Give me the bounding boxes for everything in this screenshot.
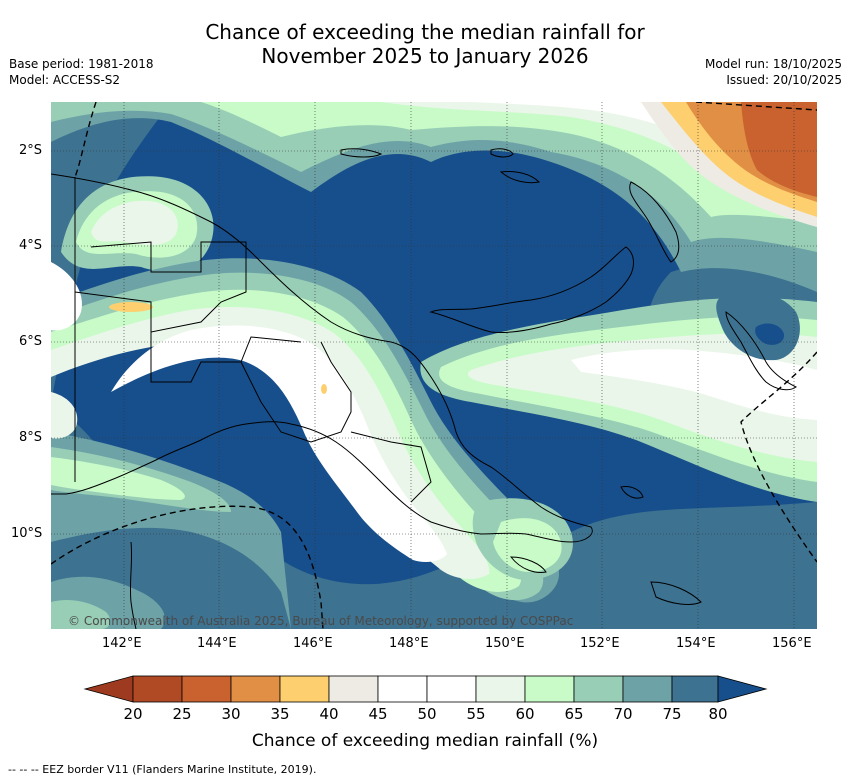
lon-label-148e: 148°E bbox=[389, 636, 429, 651]
lon-label-156e: 156°E bbox=[772, 636, 812, 651]
gridlines bbox=[51, 102, 817, 629]
colorbar-segment-30-35 bbox=[230, 675, 281, 703]
colorbar-segment-75-80 bbox=[671, 675, 719, 703]
lon-label-150e: 150°E bbox=[485, 636, 525, 651]
lon-label-142e: 142°E bbox=[102, 636, 142, 651]
colorbar-label-40: 40 bbox=[319, 705, 339, 723]
contour-25-ne bbox=[741, 102, 817, 197]
colorbar-label-65: 65 bbox=[564, 705, 584, 723]
coastline-islands-north bbox=[340, 148, 383, 158]
colorbar-label-45: 45 bbox=[368, 705, 388, 723]
eez-borders bbox=[51, 102, 817, 629]
issued-label: Issued: 20/10/2025 bbox=[726, 73, 842, 87]
colorbar-arrow-high bbox=[717, 675, 768, 703]
coastline-islands-north-2 bbox=[499, 171, 541, 184]
colorbar-label-75: 75 bbox=[662, 705, 682, 723]
model-label: Model: ACCESS-S2 bbox=[9, 73, 121, 87]
contour-65-sw-corner bbox=[51, 600, 111, 629]
colorbar-segment-20-25 bbox=[132, 675, 183, 703]
lat-label-6s: 6°S bbox=[19, 334, 43, 349]
colorbar-segment-40-45 bbox=[328, 675, 379, 703]
eez-border-south bbox=[51, 505, 324, 629]
contour-80-bismarck-east bbox=[755, 323, 785, 345]
colorbar-label-70: 70 bbox=[613, 705, 633, 723]
province-border-2 bbox=[74, 291, 152, 382]
coastline-manus bbox=[490, 148, 514, 158]
contour-75-west bbox=[51, 102, 171, 402]
coastline-cape-york bbox=[129, 541, 137, 629]
colorbar-label-20: 20 bbox=[123, 705, 143, 723]
contour-35-spot-central bbox=[321, 384, 327, 394]
coastline-islands-se-1 bbox=[620, 486, 644, 499]
colorbar-label-80: 80 bbox=[708, 705, 728, 723]
colorbar-title: Chance of exceeding median rainfall (%) bbox=[251, 731, 599, 751]
colorbar-label-60: 60 bbox=[515, 705, 535, 723]
contour-55-west-mid bbox=[51, 392, 78, 439]
base-period-label: Base period: 1981-2018 bbox=[9, 57, 154, 71]
province-border-1 bbox=[90, 241, 302, 383]
colorbar-segment-45-50 bbox=[377, 675, 428, 703]
colorbar bbox=[83, 675, 768, 703]
coastline-new-britain bbox=[429, 246, 634, 333]
colorbar-segment-35-40 bbox=[279, 675, 330, 703]
eez-border-north bbox=[695, 102, 817, 111]
eez-border-nw bbox=[74, 102, 97, 178]
contour-55-west bbox=[91, 200, 178, 246]
province-border-3 bbox=[240, 341, 352, 443]
chart-title-line1: Chance of exceeding the median rainfall … bbox=[205, 20, 645, 44]
colorbar-label-55: 55 bbox=[466, 705, 486, 723]
colorbar-arrow-low bbox=[83, 675, 134, 703]
colorbar-segment-55-60 bbox=[475, 675, 526, 703]
colorbar-label-30: 30 bbox=[221, 705, 241, 723]
colorbar-segment-70-75 bbox=[622, 675, 673, 703]
colorbar-segment-50-55 bbox=[426, 675, 477, 703]
colorbar-segment-60-65 bbox=[524, 675, 575, 703]
contour-60-south bbox=[493, 518, 562, 572]
chart-title-line2: November 2025 to January 2026 bbox=[261, 44, 589, 68]
coastline-bougainville bbox=[725, 311, 797, 391]
copyright-text: © Commonwealth of Australia 2025, Bureau… bbox=[68, 614, 574, 628]
colorbar-label-35: 35 bbox=[270, 705, 290, 723]
contour-50-west-mid bbox=[51, 262, 82, 331]
colorbar-segment-65-70 bbox=[573, 675, 624, 703]
coastline-islands-se-2 bbox=[650, 581, 702, 605]
contour-35-spot-west bbox=[109, 302, 153, 312]
lon-label-144e: 144°E bbox=[197, 636, 237, 651]
lon-label-146e: 146°E bbox=[293, 636, 333, 651]
rainfall-map-svg bbox=[51, 102, 817, 629]
coastline-islands-se-3 bbox=[509, 556, 547, 573]
eez-footnote: -- -- -- EEZ border V11 (Flanders Marine… bbox=[8, 763, 317, 776]
contour-50-highlands bbox=[111, 325, 447, 562]
colorbar-label-25: 25 bbox=[172, 705, 192, 723]
coastline-new-ireland bbox=[629, 181, 680, 263]
rainfall-map bbox=[51, 102, 817, 629]
province-border-4 bbox=[350, 431, 432, 503]
lat-label-10s: 10°S bbox=[11, 526, 43, 541]
lon-label-154e: 154°E bbox=[676, 636, 716, 651]
colorbar-segment-25-30 bbox=[181, 675, 232, 703]
contour-50-east bbox=[571, 349, 817, 420]
colorbar-segments bbox=[132, 675, 719, 703]
lon-label-152e: 152°E bbox=[580, 636, 620, 651]
lat-label-8s: 8°S bbox=[19, 430, 43, 445]
lat-label-2s: 2°S bbox=[19, 143, 43, 158]
lat-label-4s: 4°S bbox=[19, 238, 43, 253]
coastlines bbox=[51, 148, 797, 629]
coastline-new-guinea bbox=[51, 173, 593, 543]
model-run-label: Model run: 18/10/2025 bbox=[704, 57, 842, 71]
colorbar-label-50: 50 bbox=[417, 705, 437, 723]
eez-border-east bbox=[740, 351, 817, 563]
